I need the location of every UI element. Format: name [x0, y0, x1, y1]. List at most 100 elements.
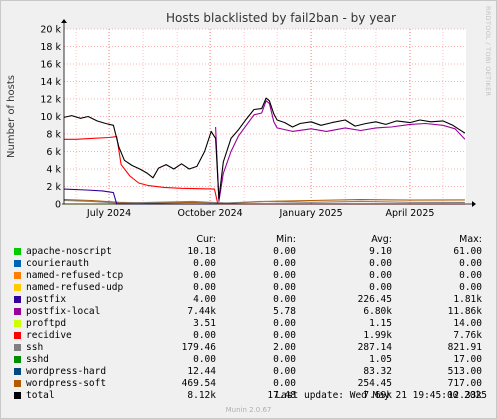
legend-row: postfix-local 7.44k 5.78 6.80k 11.86k [14, 306, 488, 318]
legend-value-avg: 0.00 [369, 270, 392, 281]
legend-swatch [14, 296, 21, 303]
legend: Cur: Min: Avg: Max: apache-noscript 10.18 0.00… [14, 234, 488, 402]
legend-header-cell: Cur: [196, 234, 216, 245]
x-tick-label: April 2025 [386, 208, 435, 219]
legend-value-avg: 7.69k [363, 390, 392, 401]
legend-row: apache-noscript 10.18 0.00 9.10 61.00 [14, 246, 488, 258]
legend-swatch [14, 344, 21, 351]
legend-value-avg: 226.45 [357, 294, 392, 305]
legend-value-max: 61.00 [453, 246, 482, 257]
y-tick-label: 4 k [46, 165, 61, 176]
legend-swatch [14, 392, 21, 399]
legend-row: total 8.12k 17.48 7.69k 12.33k [14, 390, 488, 402]
legend-row: wordpress-soft 469.54 0.00 254.45 717.00 [14, 378, 488, 390]
legend-swatch [14, 320, 21, 327]
legend-swatch [14, 284, 21, 291]
legend-value-max: 821.91 [447, 342, 482, 353]
legend-value-min: 0.00 [273, 246, 296, 257]
legend-value-avg: 287.14 [357, 342, 392, 353]
legend-series-name: total [26, 390, 55, 401]
legend-value-cur: 179.46 [181, 342, 216, 353]
legend-series-name: named-refused-tcp [26, 270, 124, 281]
legend-value-max: 11.86k [447, 306, 482, 317]
legend-value-cur: 7.44k [187, 306, 216, 317]
legend-value-avg: 1.05 [369, 354, 392, 365]
legend-value-cur: 12.44 [187, 366, 216, 377]
legend-value-min: 0.00 [273, 294, 296, 305]
y-tick-label: 16 k [40, 60, 61, 71]
legend-value-cur: 0.00 [193, 354, 216, 365]
legend-value-avg: 254.45 [357, 378, 392, 389]
legend-value-min: 0.00 [273, 330, 296, 341]
legend-swatch [14, 380, 21, 387]
legend-series-name: wordpress-hard [26, 366, 107, 377]
legend-value-min: 0.00 [273, 366, 296, 377]
legend-value-min: 0.00 [273, 270, 296, 281]
legend-row: named-refused-tcp 0.00 0.00 0.00 0.00 [14, 270, 488, 282]
legend-series-name: recidive [26, 330, 72, 341]
legend-value-max: 0.00 [459, 282, 482, 293]
legend-row: named-refused-udp 0.00 0.00 0.00 0.00 [14, 282, 488, 294]
legend-row: ssh 179.46 2.00 287.14 821.91 [14, 342, 488, 354]
legend-series-name: ssh [26, 342, 44, 353]
legend-header-cell: Avg: [371, 234, 392, 245]
y-axis-arrow [61, 19, 67, 23]
legend-value-avg: 0.00 [369, 282, 392, 293]
legend-series-name: apache-noscript [26, 246, 112, 257]
y-tick-label: 14 k [40, 77, 61, 88]
side-label: RRDTOOL / TOBI OETIKER [484, 6, 492, 97]
x-tick-label: July 2024 [86, 208, 131, 219]
legend-value-avg: 83.32 [363, 366, 392, 377]
legend-row: sshd 0.00 0.00 1.05 17.00 [14, 354, 488, 366]
legend-value-avg: 9.10 [369, 246, 392, 257]
legend-value-min: 0.00 [273, 378, 296, 389]
legend-value-min: 0.00 [273, 282, 296, 293]
legend-row: recidive 0.00 0.00 1.99k 7.76k [14, 330, 488, 342]
series-line-total [63, 97, 466, 200]
legend-header-cell: Min: [275, 234, 296, 245]
legend-row: wordpress-hard 12.44 0.00 83.32 513.00 [14, 366, 488, 378]
legend-value-cur: 8.12k [187, 390, 216, 401]
series-line-postfix-local [215, 100, 466, 202]
y-tick-label: 10 k [40, 112, 61, 123]
legend-value-max: 17.00 [453, 354, 482, 365]
footer: Munin 2.0.67 [225, 406, 272, 414]
legend-swatch [14, 332, 21, 339]
legend-header: Cur: Min: Avg: Max: [14, 234, 488, 246]
legend-value-min: 0.00 [273, 258, 296, 269]
legend-series-name: wordpress-soft [26, 378, 107, 389]
legend-value-avg: 6.80k [363, 306, 392, 317]
legend-row: courierauth 0.00 0.00 0.00 0.00 [14, 258, 488, 270]
legend-value-max: 12.33k [447, 390, 482, 401]
chart-svg: 0 2 k 4 k 6 k 8 k 10 k 12 k 14 k 16 k 18 k 20 k Jul… [6, 11, 476, 219]
x-tick-label: January 2025 [279, 208, 343, 219]
legend-value-cur: 0.00 [193, 270, 216, 281]
legend-value-max: 0.00 [459, 270, 482, 281]
legend-swatch [14, 368, 21, 375]
legend-series-name: courierauth [26, 258, 89, 269]
y-tick-label: 8 k [46, 130, 61, 141]
legend-swatch [14, 248, 21, 255]
legend-series-name: sshd [26, 354, 49, 365]
legend-value-cur: 469.54 [181, 378, 216, 389]
legend-header-cell: Max: [459, 234, 482, 245]
legend-series-name: named-refused-udp [26, 282, 124, 293]
legend-row: proftpd 3.51 0.00 1.15 14.00 [14, 318, 488, 330]
x-tick-label: October 2024 [177, 208, 242, 219]
legend-value-cur: 0.00 [193, 330, 216, 341]
legend-value-max: 14.00 [453, 318, 482, 329]
legend-value-max: 513.00 [447, 366, 482, 377]
x-axis-arrow [472, 201, 476, 207]
legend-value-min: 0.00 [273, 318, 296, 329]
legend-value-avg: 1.15 [369, 318, 392, 329]
legend-swatch [14, 272, 21, 279]
last-update: Last update: Wed May 21 19:45:00 2025 [275, 390, 487, 401]
legend-value-cur: 10.18 [187, 246, 216, 257]
legend-value-min: 2.00 [273, 342, 296, 353]
legend-value-avg: 0.00 [369, 258, 392, 269]
y-tick-label: 20 k [40, 25, 61, 36]
legend-value-max: 7.76k [453, 330, 482, 341]
legend-value-avg: 1.99k [363, 330, 392, 341]
legend-swatch [14, 356, 21, 363]
legend-value-max: 1.81k [453, 294, 482, 305]
